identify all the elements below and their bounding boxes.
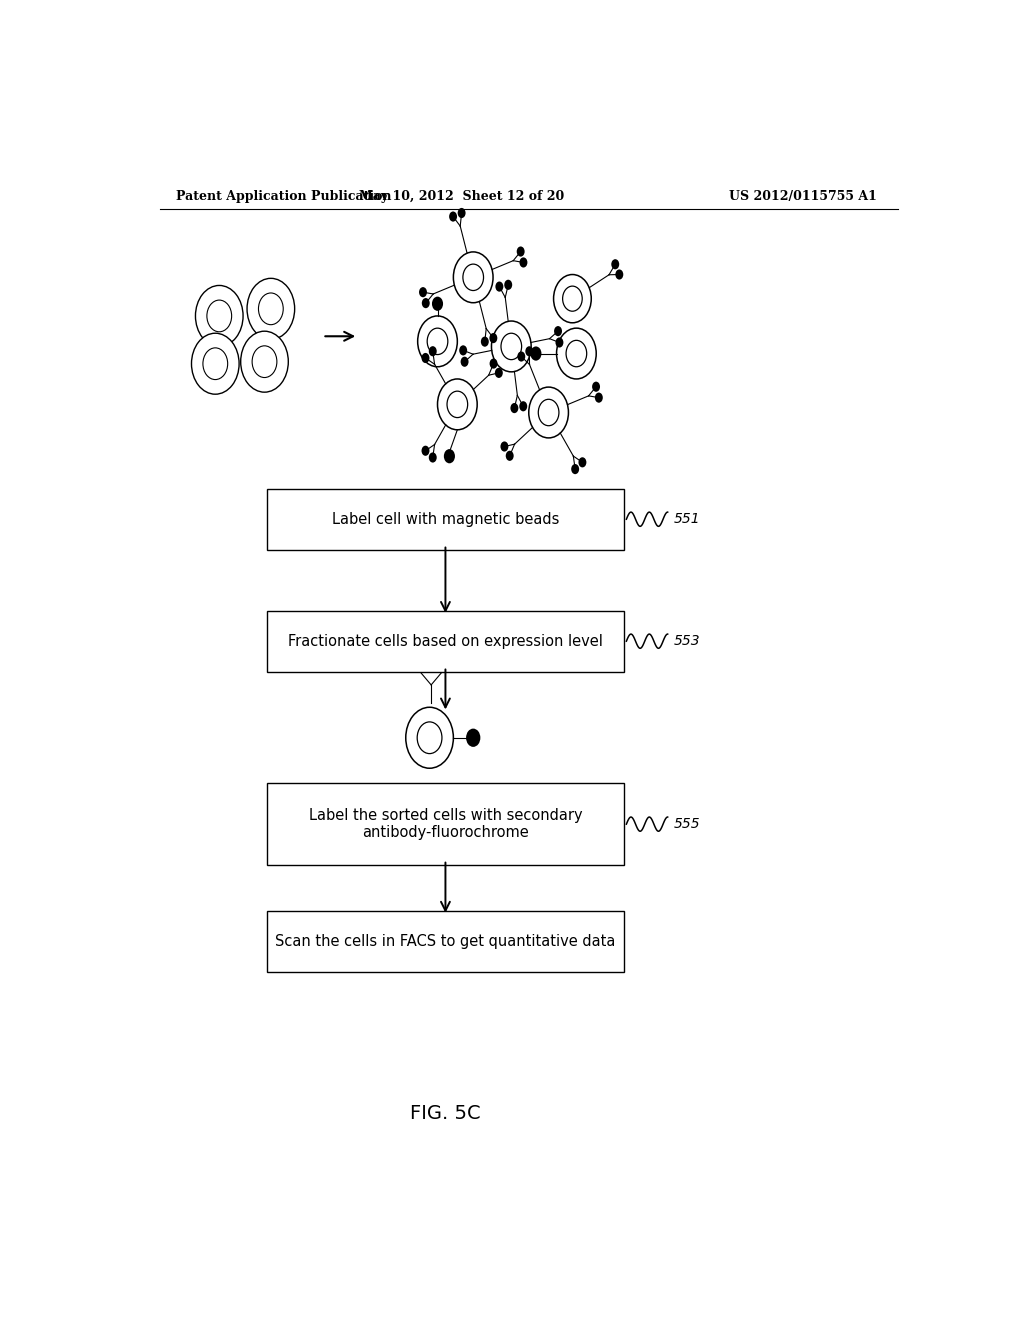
Text: FIG. 5C: FIG. 5C bbox=[411, 1105, 480, 1123]
Circle shape bbox=[611, 259, 620, 269]
Circle shape bbox=[429, 453, 436, 462]
Text: May 10, 2012  Sheet 12 of 20: May 10, 2012 Sheet 12 of 20 bbox=[358, 190, 564, 202]
Circle shape bbox=[247, 279, 295, 339]
Circle shape bbox=[506, 450, 514, 461]
Circle shape bbox=[501, 441, 508, 451]
Circle shape bbox=[450, 211, 457, 222]
FancyBboxPatch shape bbox=[267, 611, 624, 672]
Circle shape bbox=[501, 333, 521, 359]
Circle shape bbox=[463, 264, 483, 290]
Circle shape bbox=[579, 457, 587, 467]
Circle shape bbox=[530, 346, 542, 360]
Circle shape bbox=[592, 381, 600, 392]
Circle shape bbox=[207, 300, 231, 331]
Text: 551: 551 bbox=[674, 512, 700, 527]
FancyBboxPatch shape bbox=[267, 488, 624, 549]
Circle shape bbox=[489, 359, 498, 368]
Circle shape bbox=[496, 281, 504, 292]
Circle shape bbox=[495, 368, 503, 378]
Circle shape bbox=[203, 348, 227, 380]
Circle shape bbox=[422, 446, 429, 455]
Circle shape bbox=[517, 351, 525, 362]
Circle shape bbox=[196, 285, 243, 346]
Text: Fractionate cells based on expression level: Fractionate cells based on expression le… bbox=[288, 634, 603, 648]
Circle shape bbox=[595, 392, 603, 403]
Circle shape bbox=[492, 321, 531, 372]
Circle shape bbox=[432, 297, 443, 312]
Circle shape bbox=[489, 333, 498, 343]
Circle shape bbox=[429, 346, 436, 356]
Circle shape bbox=[566, 341, 587, 367]
Circle shape bbox=[615, 269, 624, 280]
Text: 555: 555 bbox=[674, 817, 700, 832]
Circle shape bbox=[417, 722, 442, 754]
Circle shape bbox=[419, 286, 427, 297]
Circle shape bbox=[461, 356, 469, 367]
Text: Patent Application Publication: Patent Application Publication bbox=[176, 190, 391, 202]
Circle shape bbox=[454, 252, 494, 302]
Circle shape bbox=[539, 399, 559, 426]
Text: Label the sorted cells with secondary
antibody-fluorochrome: Label the sorted cells with secondary an… bbox=[308, 808, 583, 841]
Circle shape bbox=[447, 391, 468, 417]
Circle shape bbox=[555, 338, 563, 347]
Circle shape bbox=[458, 209, 466, 218]
Circle shape bbox=[519, 257, 527, 268]
Circle shape bbox=[519, 401, 527, 412]
Circle shape bbox=[517, 247, 524, 256]
Circle shape bbox=[571, 465, 580, 474]
Circle shape bbox=[443, 449, 455, 463]
Circle shape bbox=[525, 346, 534, 356]
Circle shape bbox=[504, 280, 512, 290]
Circle shape bbox=[466, 729, 480, 747]
Circle shape bbox=[427, 329, 447, 355]
Circle shape bbox=[556, 329, 596, 379]
Circle shape bbox=[422, 298, 430, 308]
Circle shape bbox=[510, 403, 518, 413]
Circle shape bbox=[241, 331, 289, 392]
Circle shape bbox=[406, 708, 454, 768]
Circle shape bbox=[418, 315, 458, 367]
Circle shape bbox=[422, 352, 429, 363]
Circle shape bbox=[554, 326, 562, 337]
FancyBboxPatch shape bbox=[267, 784, 624, 865]
Circle shape bbox=[481, 337, 488, 347]
FancyBboxPatch shape bbox=[267, 911, 624, 972]
Circle shape bbox=[554, 275, 591, 323]
Circle shape bbox=[562, 286, 583, 312]
Circle shape bbox=[191, 333, 239, 395]
Text: 553: 553 bbox=[674, 634, 700, 648]
Text: US 2012/0115755 A1: US 2012/0115755 A1 bbox=[729, 190, 877, 202]
Text: Label cell with magnetic beads: Label cell with magnetic beads bbox=[332, 512, 559, 527]
Circle shape bbox=[528, 387, 568, 438]
Circle shape bbox=[437, 379, 477, 430]
Circle shape bbox=[459, 346, 467, 355]
Circle shape bbox=[252, 346, 276, 378]
Circle shape bbox=[258, 293, 284, 325]
Text: Scan the cells in FACS to get quantitative data: Scan the cells in FACS to get quantitati… bbox=[275, 933, 615, 949]
